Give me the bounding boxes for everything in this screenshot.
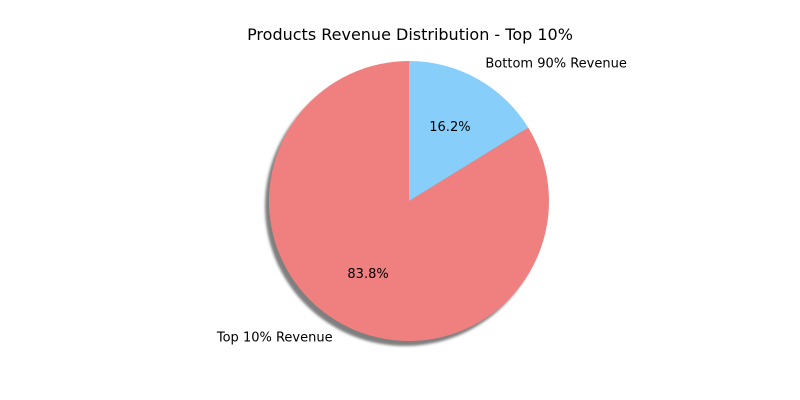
pie-labels: Top 10% Revenue 83.8% Bottom 90% Revenue 16… (216, 57, 627, 346)
pie-label-bottom-90-revenue: Bottom 90% Revenue (485, 57, 626, 72)
pie-slice-bottom-90-revenue (409, 61, 529, 201)
pie-slices (269, 61, 549, 341)
pie-pct-label-top-10-revenue: 83.8% (347, 267, 388, 282)
pie-label-top-10-revenue: Top 10% Revenue (216, 330, 333, 345)
chart-title: Products Revenue Distribution - Top 10% (247, 25, 573, 44)
pie-pct-label-bottom-90-revenue: 16.2% (429, 120, 470, 135)
